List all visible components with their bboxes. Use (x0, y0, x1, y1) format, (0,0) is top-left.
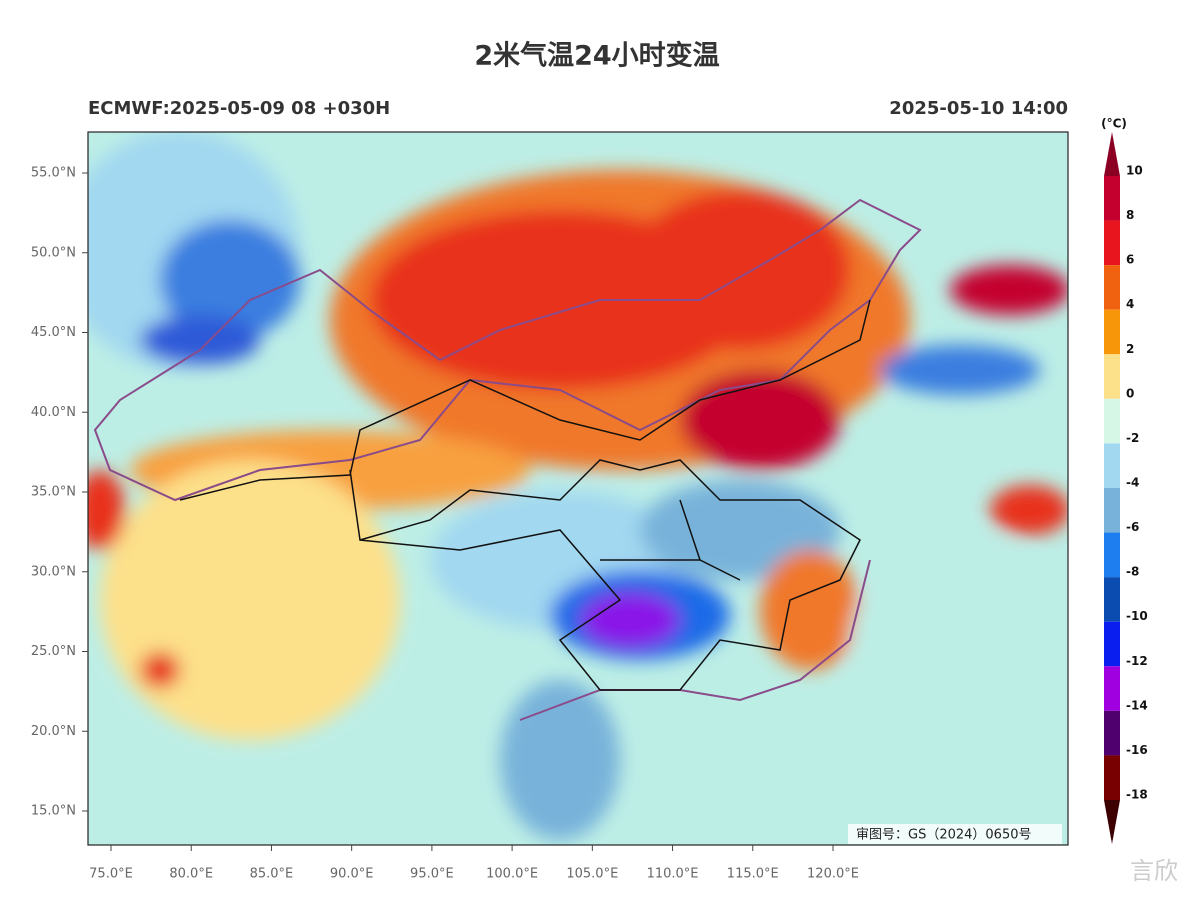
lon-label: 95.0°E (410, 867, 454, 882)
colorbar-segment (1104, 488, 1120, 533)
colorbar-segment (1104, 309, 1120, 355)
lon-label: 85.0°E (250, 867, 294, 882)
colorbar-segment (1104, 755, 1120, 800)
lat-label: 50.0°N (31, 245, 76, 260)
colorbar-label: -18 (1126, 788, 1148, 802)
colorbar-label: 6 (1126, 253, 1134, 267)
colorbar-segment (1104, 577, 1120, 622)
colorbar-segment (1104, 710, 1120, 756)
note-bg (848, 824, 1062, 844)
colorbar-label: 0 (1126, 386, 1134, 400)
lon-label: 75.0°E (89, 867, 133, 882)
lat-label: 15.0°N (31, 804, 76, 819)
colorbar-extend-top (1104, 132, 1120, 176)
lon-label: 115.0°E (727, 867, 779, 882)
colorbar-label: -4 (1126, 476, 1139, 490)
colorbar-segment (1104, 354, 1120, 399)
colorbar-label: -16 (1126, 743, 1148, 757)
lon-label: 90.0°E (330, 867, 374, 882)
colorbar-segment (1104, 176, 1120, 221)
colorbar-extend-bottom (1104, 800, 1120, 844)
map-frame (87, 131, 1069, 846)
colorbar-label: 4 (1126, 297, 1134, 311)
subtitle-right: 2025-05-10 14:00 (889, 98, 1068, 119)
lat-label: 45.0°N (31, 325, 76, 340)
colorbar-segment (1104, 443, 1120, 488)
watermark: 言欣 (1130, 857, 1178, 885)
lat-label: 40.0°N (31, 405, 76, 420)
colorbar-segment (1104, 532, 1120, 578)
lon-label: 105.0°E (566, 867, 618, 882)
colorbar-segment (1104, 666, 1120, 711)
lat-label: 25.0°N (31, 644, 76, 659)
colorbar-segment (1104, 220, 1120, 266)
colorbar-label: -10 (1126, 609, 1148, 623)
temperature-field (88, 132, 1068, 845)
colorbar-label: 2 (1126, 342, 1134, 356)
colorbar-segment (1104, 398, 1120, 444)
colorbar-label: 8 (1126, 208, 1134, 222)
colorbar-segment (1104, 265, 1120, 310)
subtitle-left: ECMWF:2025-05-09 08 +030H (88, 98, 390, 119)
colorbar-label: -12 (1126, 654, 1148, 668)
lat-label: 20.0°N (31, 724, 76, 739)
title: 2米气温24小时变温 (474, 40, 719, 72)
colorbar-segment (1104, 621, 1120, 667)
colorbar-label: -6 (1126, 520, 1139, 534)
colorbar-label: -8 (1126, 565, 1139, 579)
lon-label: 120.0°E (807, 867, 859, 882)
lat-label: 30.0°N (31, 564, 76, 579)
lat-label: 55.0°N (31, 166, 76, 181)
colorbar-label: 10 (1126, 164, 1143, 178)
lon-label: 100.0°E (486, 867, 538, 882)
lat-label: 35.0°N (31, 485, 76, 500)
colorbar-label: -14 (1126, 698, 1148, 712)
colorbar-label: -2 (1126, 431, 1139, 445)
colorbar-unit: (°C) (1101, 117, 1127, 131)
lon-label: 110.0°E (647, 867, 699, 882)
map-note: 审图号：GS（2024）0650号 (856, 828, 1032, 843)
lon-label: 80.0°E (169, 867, 213, 882)
